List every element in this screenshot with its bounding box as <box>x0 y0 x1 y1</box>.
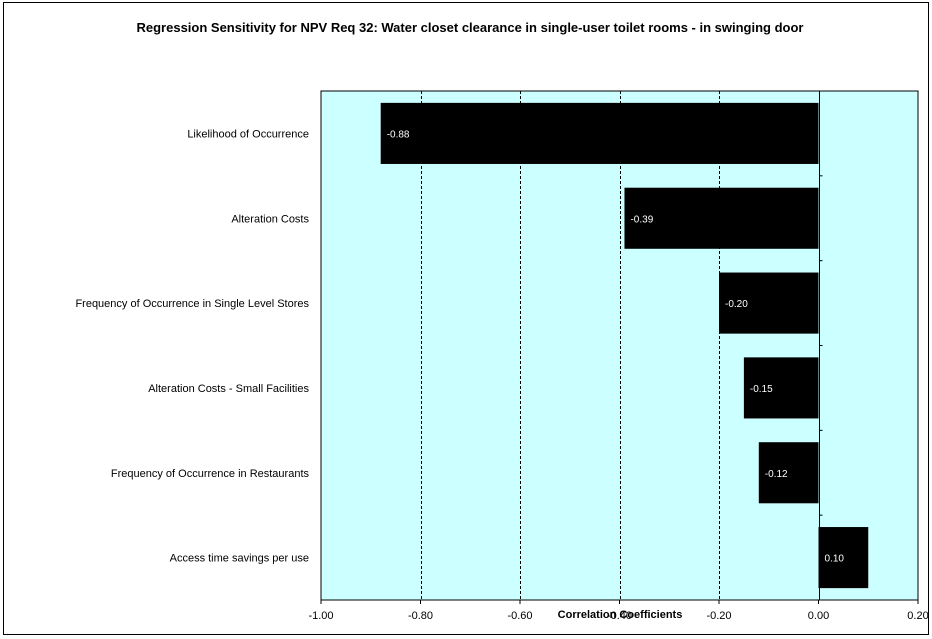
category-label: Alteration Costs <box>231 213 309 225</box>
category-label: Frequency of Occurrence in Single Level … <box>75 298 309 310</box>
category-label: Alteration Costs - Small Facilities <box>148 383 309 395</box>
bar-value-label: 0.10 <box>825 554 845 565</box>
plot-area <box>320 90 919 601</box>
category-label: Access time savings per use <box>170 553 309 565</box>
bar-value-label: -0.20 <box>725 299 748 310</box>
x-tick-label: -0.60 <box>507 610 532 622</box>
bar <box>818 527 869 589</box>
bar <box>758 442 819 504</box>
bar <box>719 272 819 334</box>
bar <box>743 357 819 419</box>
x-tick-label: -0.20 <box>706 610 731 622</box>
bar <box>624 187 819 249</box>
x-tick-label: 0.00 <box>808 610 829 622</box>
category-label: Frequency of Occurrence in Restaurants <box>111 468 310 480</box>
x-tick-label: -0.80 <box>408 610 433 622</box>
bar-value-label: -0.39 <box>630 214 653 225</box>
x-tick-label: -1.00 <box>308 610 333 622</box>
x-axis-label: Correlation Coefficients <box>557 609 683 621</box>
x-tick-label: 0.20 <box>907 610 928 622</box>
bar-value-label: -0.15 <box>750 384 773 395</box>
category-label: Likelihood of Occurrence <box>187 128 309 140</box>
chart-title: Regression Sensitivity for NPV Req 32: W… <box>136 20 804 35</box>
bar <box>380 102 819 164</box>
bar-value-label: -0.12 <box>765 469 788 480</box>
bar-value-label: -0.88 <box>387 129 410 140</box>
x-tick-label: -0.40 <box>607 610 632 622</box>
